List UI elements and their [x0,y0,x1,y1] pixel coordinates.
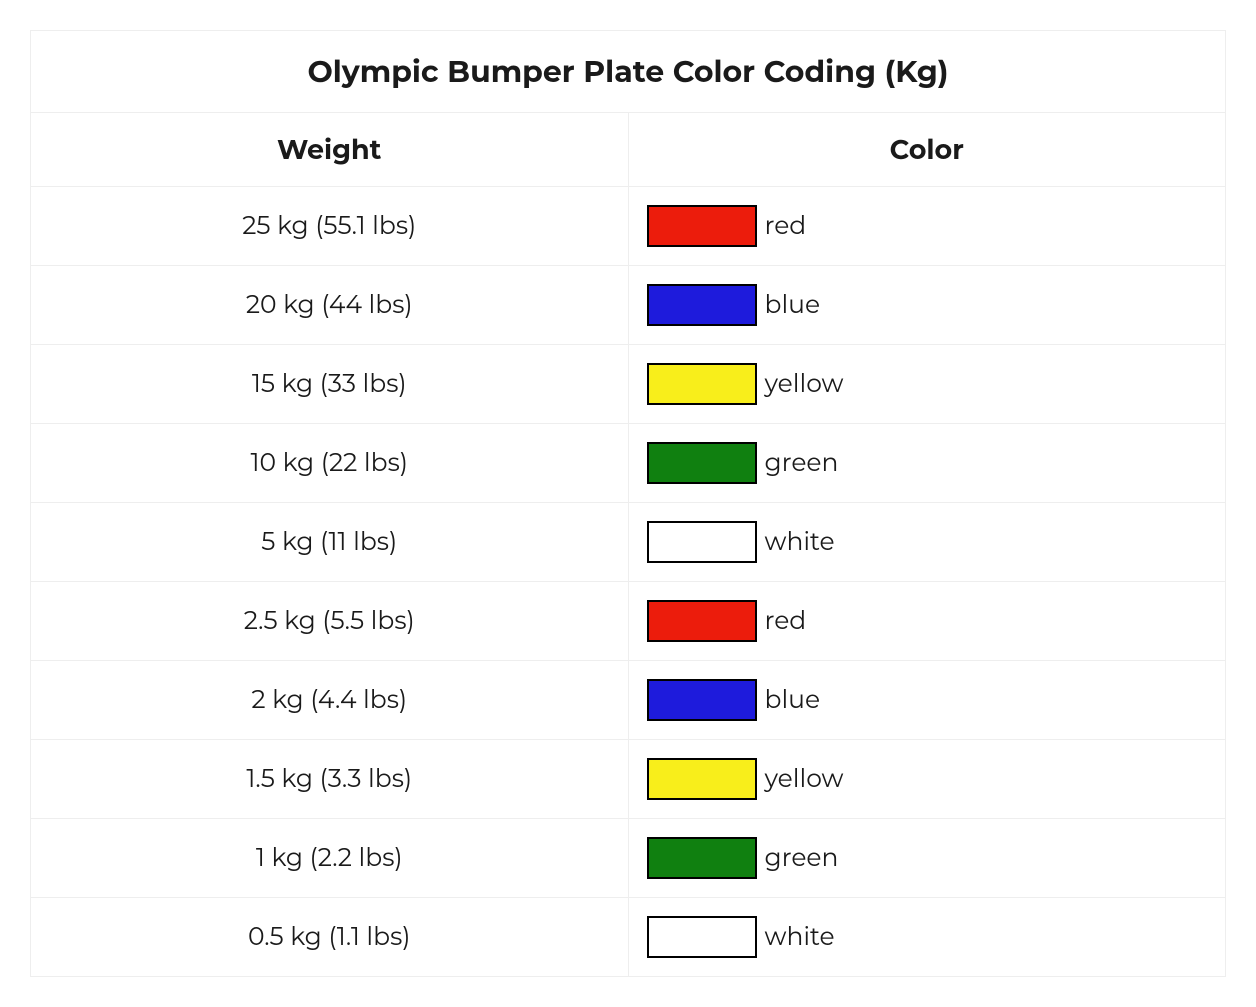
table-row: 5 kg (11 lbs) white [31,503,1226,582]
table-row: 0.5 kg (1.1 lbs) white [31,898,1226,977]
color-cell: yellow [628,740,1226,819]
color-swatch [647,205,757,247]
color-cell: blue [628,266,1226,345]
color-label: red [765,211,807,241]
table-row: 1.5 kg (3.3 lbs) yellow [31,740,1226,819]
color-label: yellow [765,369,844,399]
table-row: 2 kg (4.4 lbs) blue [31,661,1226,740]
color-swatch [647,600,757,642]
table-body: 25 kg (55.1 lbs) red 20 kg (44 lbs) blue… [31,187,1226,977]
table-header-row: Weight Color [31,113,1226,187]
weight-cell: 0.5 kg (1.1 lbs) [31,898,629,977]
color-cell: green [628,819,1226,898]
weight-cell: 20 kg (44 lbs) [31,266,629,345]
weight-cell: 1.5 kg (3.3 lbs) [31,740,629,819]
color-cell: yellow [628,345,1226,424]
table-row: 10 kg (22 lbs) green [31,424,1226,503]
weight-cell: 2 kg (4.4 lbs) [31,661,629,740]
table-row: 20 kg (44 lbs) blue [31,266,1226,345]
color-swatch [647,442,757,484]
color-label: green [765,448,839,478]
weight-cell: 25 kg (55.1 lbs) [31,187,629,266]
color-cell: red [628,582,1226,661]
color-cell: blue [628,661,1226,740]
plate-color-table-container: Olympic Bumper Plate Color Coding (Kg) W… [30,30,1226,977]
table-row: 1 kg (2.2 lbs) green [31,819,1226,898]
color-cell: white [628,503,1226,582]
color-label: red [765,606,807,636]
color-swatch [647,363,757,405]
weight-cell: 1 kg (2.2 lbs) [31,819,629,898]
column-header-weight: Weight [31,113,629,187]
color-label: green [765,843,839,873]
weight-cell: 15 kg (33 lbs) [31,345,629,424]
color-label: yellow [765,764,844,794]
color-label: blue [765,685,821,715]
color-swatch [647,916,757,958]
color-label: blue [765,290,821,320]
color-cell: white [628,898,1226,977]
color-swatch [647,679,757,721]
color-swatch [647,521,757,563]
color-swatch [647,284,757,326]
table-row: 15 kg (33 lbs) yellow [31,345,1226,424]
plate-color-table: Olympic Bumper Plate Color Coding (Kg) W… [30,30,1226,977]
color-swatch [647,758,757,800]
color-cell: red [628,187,1226,266]
color-cell: green [628,424,1226,503]
weight-cell: 10 kg (22 lbs) [31,424,629,503]
table-title-row: Olympic Bumper Plate Color Coding (Kg) [31,31,1226,113]
table-row: 2.5 kg (5.5 lbs) red [31,582,1226,661]
table-title: Olympic Bumper Plate Color Coding (Kg) [31,31,1226,113]
table-row: 25 kg (55.1 lbs) red [31,187,1226,266]
weight-cell: 2.5 kg (5.5 lbs) [31,582,629,661]
column-header-color: Color [628,113,1226,187]
weight-cell: 5 kg (11 lbs) [31,503,629,582]
color-label: white [765,527,835,557]
color-label: white [765,922,835,952]
color-swatch [647,837,757,879]
